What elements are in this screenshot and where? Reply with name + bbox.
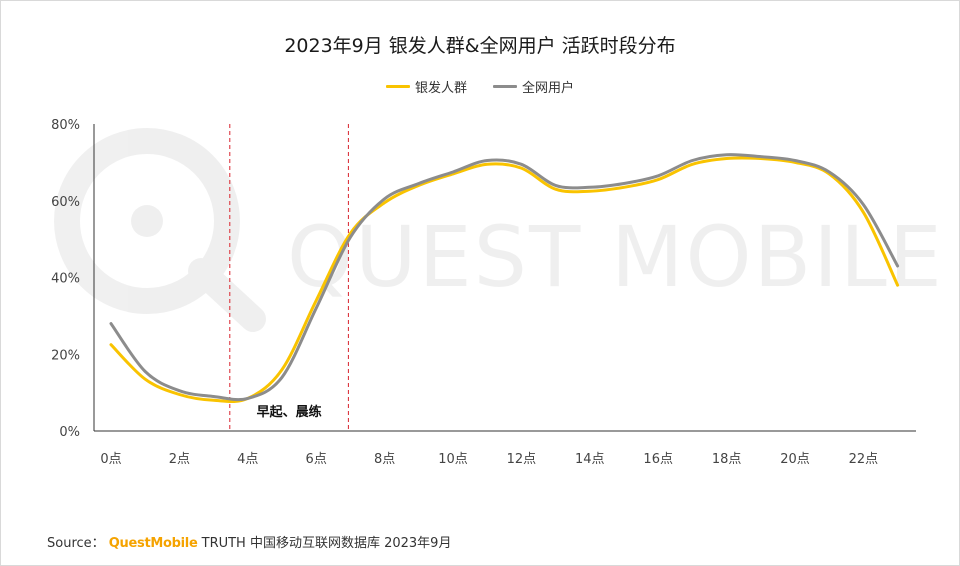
x-tick-label: 14点: [575, 452, 605, 467]
x-tick-label: 4点: [237, 452, 258, 467]
legend-item-silver: 银发人群: [385, 77, 467, 96]
y-tick-label: 20%: [51, 348, 80, 363]
source-text: TRUTH 中国移动互联网数据库 2023年9月: [201, 536, 452, 551]
watermark-text: QUEST MOBILE: [287, 208, 944, 306]
y-tick-label: 80%: [51, 118, 80, 133]
x-tick-label: 8点: [374, 452, 395, 467]
legend: 银发人群 全网用户: [1, 77, 959, 96]
legend-label-all: 全网用户: [522, 81, 575, 96]
legend-label-silver: 银发人群: [414, 81, 467, 96]
source-label: Source：: [47, 536, 105, 551]
series-line-all: [109, 153, 900, 402]
y-tick-label: 40%: [51, 272, 80, 287]
x-tick-label: 16点: [643, 452, 673, 467]
legend-swatch-all: [493, 85, 517, 88]
y-axis-ticks: 0% 20% 40% 60% 80%: [51, 118, 80, 440]
legend-item-all: 全网用户: [493, 77, 574, 96]
axes: [93, 124, 916, 432]
chart-title: 2023年9月 银发人群&全网用户 活跃时段分布: [284, 35, 676, 57]
x-tick-label: 10点: [438, 452, 468, 467]
x-tick-label: 6点: [306, 452, 327, 467]
brand-name: QuestMobile: [108, 536, 198, 551]
x-tick-label: 22点: [849, 452, 879, 467]
x-tick-label: 0点: [100, 452, 121, 467]
x-tick-label: 18点: [712, 452, 742, 467]
source-footer: Source： QuestMobile TRUTH 中国移动互联网数据库 202…: [47, 532, 451, 551]
watermark-logo-icon: [54, 128, 266, 332]
legend-swatch-silver: [385, 85, 410, 88]
y-tick-label: 0%: [59, 425, 80, 440]
x-tick-label: 20点: [780, 452, 810, 467]
annotation-region: 早起、晨练: [229, 124, 349, 431]
x-tick-label: 12点: [507, 452, 537, 467]
y-tick-label: 60%: [51, 195, 80, 210]
annotation-label: 早起、晨练: [257, 404, 322, 420]
series-lines: [109, 153, 900, 403]
x-axis-ticks: 0点 2点 4点 6点 8点 10点 12点 14点 16点 18点 20点 22点: [100, 452, 878, 467]
x-tick-label: 2点: [169, 452, 190, 467]
